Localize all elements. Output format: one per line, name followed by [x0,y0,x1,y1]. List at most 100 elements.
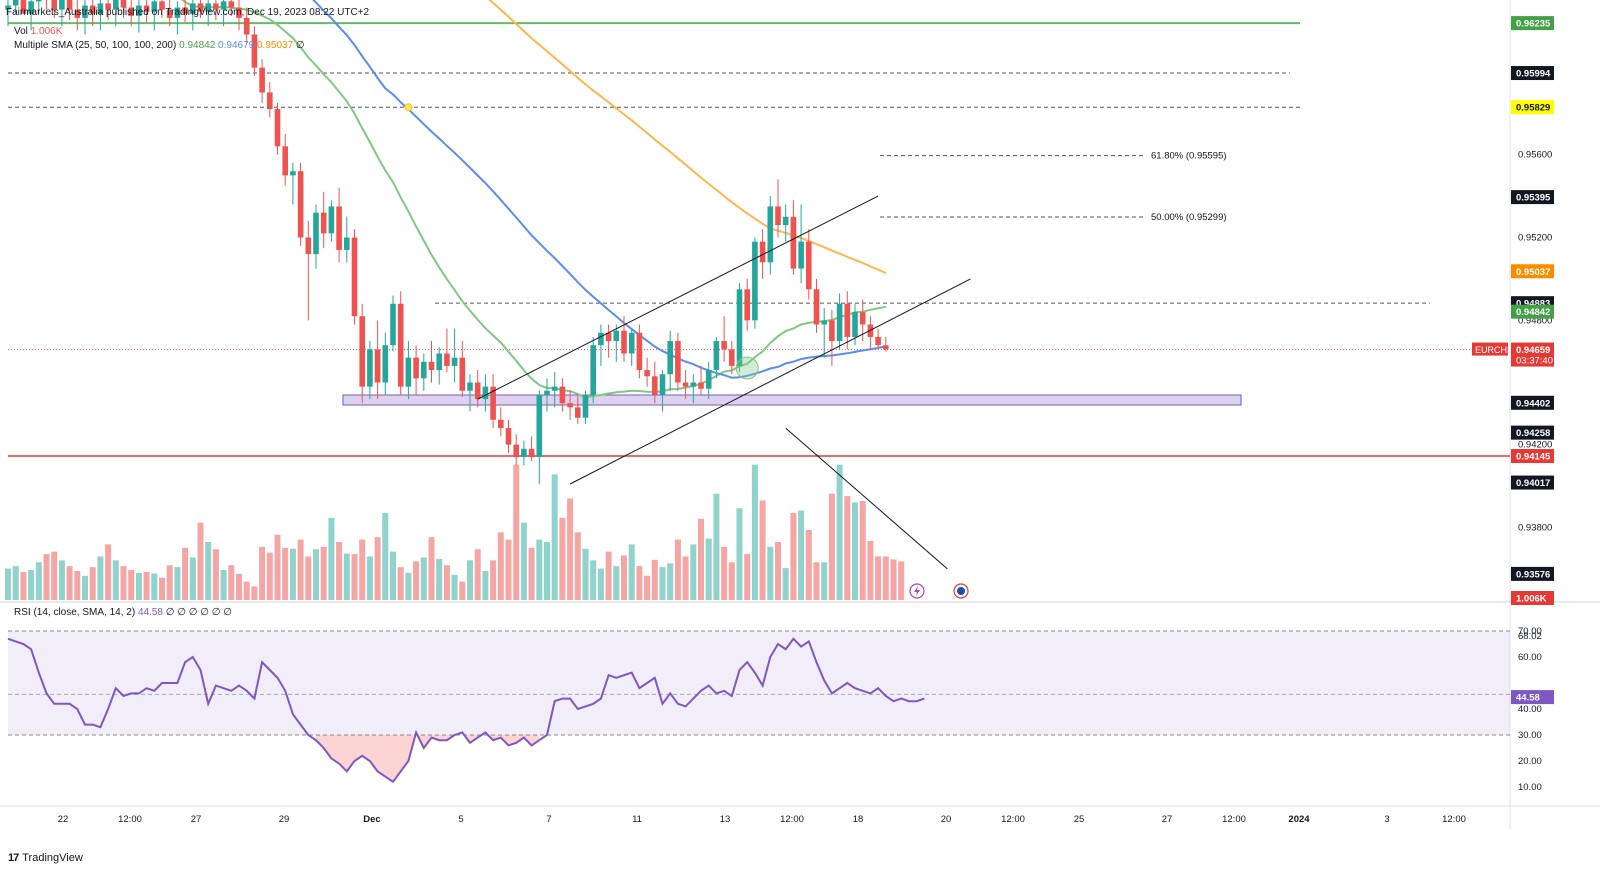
channel-upper-line [477,195,879,400]
rsi-legend[interactable]: RSI (14, close, SMA, 14, 2) 44.58 ∅ ∅ ∅ … [14,607,232,618]
time-tick: 2024 [1288,814,1310,825]
candle-up [28,1,34,14]
volume-bar [613,566,620,600]
volume-bar [197,522,204,600]
fib-label: 61.80% (0.95595) [1151,151,1227,162]
candle-down [374,349,381,383]
published-text: Fairmarkets_Australia published on Tradi… [6,7,370,18]
tradingview-logo[interactable]: 17 TradingView [8,852,83,864]
candle-up [521,448,527,458]
volume-bar [459,581,466,600]
price-badge-dark [1511,475,1554,490]
candle-up [5,5,11,10]
candle-up [852,312,858,337]
volume-bar [821,562,828,600]
candle-up [713,341,720,371]
time-tick: 29 [279,814,290,825]
price-badge-text: 0.93576 [1516,569,1550,580]
volume-bar [228,565,235,600]
sma-value-25: 0.94842 [179,40,216,51]
time-tick: 5 [458,814,463,825]
candle-down [474,382,481,400]
volume-bar [567,498,574,600]
candle-up [598,332,604,346]
volume-bar [467,560,473,600]
time-tick: 12:00 [1222,814,1246,825]
volume-bar [690,544,697,600]
volume-bar [775,542,781,600]
candle-down [644,370,650,377]
price-badge-text: 0.94017 [1516,478,1550,489]
candle-up [752,241,758,321]
sma-zero: ∅ [295,40,305,51]
volume-bar [382,513,389,600]
volume-legend[interactable]: Vol 1.006K [14,26,62,37]
time-tick: 20 [941,814,952,825]
time-tick: 13 [720,814,731,825]
rsi-oversold-fill [316,735,540,782]
volume-bar [313,549,319,600]
candle-down [89,5,96,14]
support-zone-rect [342,394,1242,406]
volume-bar [236,573,242,600]
volume-bar [259,546,266,600]
time-tick: 18 [853,814,864,825]
volume-bar [297,539,304,600]
candle-up [328,206,335,234]
rsi-tick: 30.00 [1518,730,1542,741]
rsi-label: RSI (14, close, SMA, 14, 2) [14,607,136,618]
volume-bar [266,552,273,600]
published-line: Fairmarkets_Australia published on Tradi… [6,7,369,18]
candle-up [690,382,697,387]
candle-down [66,0,73,10]
volume-bar [698,518,704,600]
price-badge-text: 0.95037 [1516,267,1550,278]
candle-down [621,330,627,354]
volume-bar [728,562,735,600]
candle-up [405,357,412,387]
volume-bar [674,539,681,600]
volume-bar [359,539,366,600]
time-tick: 11 [632,814,642,825]
price-badge-text: 0.94258 [1516,428,1550,439]
volume-bar [651,559,658,600]
candle-down [267,92,273,110]
candle-up [59,0,65,10]
price-badge-text: 0.94883 [1516,299,1550,310]
volume-bar [151,573,158,600]
horizontal-levels [8,22,1510,457]
price-badge-text: 1.006K [1516,594,1547,605]
candle-down [305,237,312,255]
rsi-line [7,637,925,784]
candle-down [567,403,573,408]
volume-bar [559,517,566,600]
price-badge-green [1511,16,1554,31]
candle-up [551,386,558,391]
time-tick: 27 [191,814,202,825]
candle-down [243,17,250,35]
symbol-label: EURCHF [1475,345,1513,355]
tradingview-mark-icon: 17 [8,852,19,864]
volume-bar [243,581,250,600]
volume-bar [20,571,27,600]
candle-down [883,345,889,350]
sma-legend[interactable]: Multiple SMA (25, 50, 100, 100, 200) 0.9… [14,40,305,51]
rsi-value: 44.58 [137,607,163,618]
candle-down [528,448,535,458]
rsi-tick: 10.00 [1518,782,1542,793]
volume-bar [289,548,296,600]
volume-bar [751,464,758,600]
volume-bar [305,556,312,600]
volume-bar [721,546,728,600]
candle-down [759,241,766,263]
time-tick: 3 [1384,814,1389,825]
price-badge-text: 0.94402 [1516,398,1550,409]
volume-bar [644,575,651,600]
volume-bar [128,570,135,600]
candle-up [421,361,427,379]
candle-down [182,7,188,14]
candle-up [767,206,774,263]
candle-down [413,357,419,379]
volume-bar [66,566,73,600]
